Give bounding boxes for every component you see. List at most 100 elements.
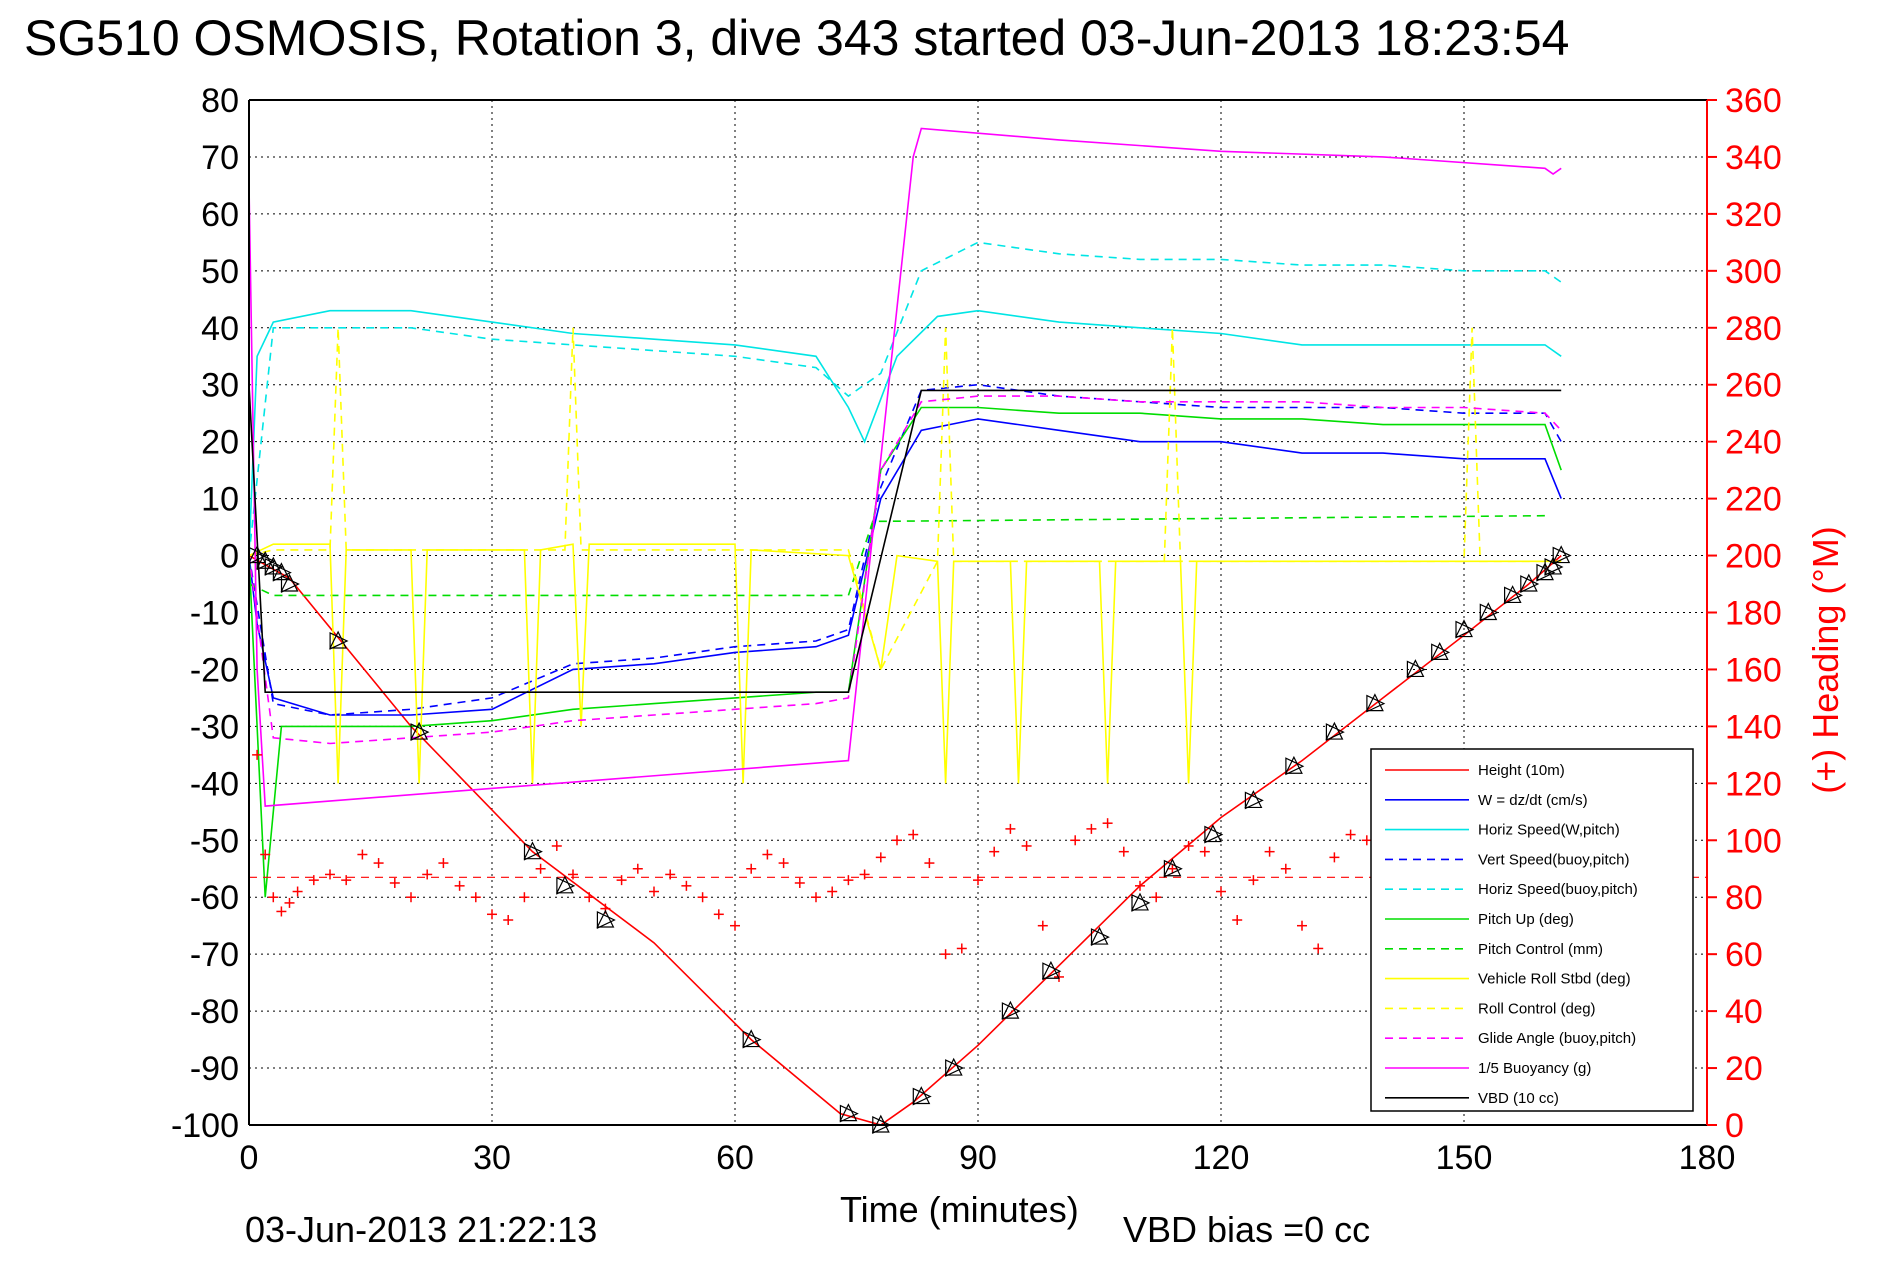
heading-point (551, 840, 562, 851)
y2-tick-label: 340 (1725, 139, 1782, 177)
heading-point (989, 846, 1000, 857)
height-marker (1163, 858, 1183, 878)
tick-labels: 0 30 60 90 120 150 18080706050403020100-10-20-… (171, 82, 1782, 1177)
y-tick-label: -80 (190, 993, 239, 1031)
legend-entry: Glide Angle (buoy,pitch) (1478, 1030, 1636, 1047)
heading-point (794, 877, 805, 888)
y2-tick-label: 120 (1725, 765, 1782, 803)
heading-point (276, 906, 287, 917)
legend-entry: Horiz Speed(W,pitch) (1478, 822, 1620, 839)
heading-point (908, 829, 919, 840)
heading-point (956, 943, 967, 954)
heading-point (284, 897, 295, 908)
height-marker (1430, 642, 1451, 662)
y-tick-label: -20 (190, 651, 239, 689)
heading-point (584, 892, 595, 903)
footer-vbd-bias: VBD bias =0 cc (1123, 1209, 1370, 1250)
y2-tick-label: 20 (1725, 1050, 1763, 1088)
x-axis-label: Time (minutes) (840, 1189, 1079, 1230)
height-marker (523, 841, 543, 861)
height-marker (1041, 960, 1062, 981)
heading-point (1005, 823, 1016, 834)
height-marker (1090, 926, 1110, 947)
y-tick-label: 70 (201, 139, 239, 177)
heading-point (1345, 829, 1356, 840)
heading-point (649, 886, 659, 897)
heading-point (616, 875, 627, 886)
height-marker (1284, 755, 1305, 776)
heading-point (1054, 971, 1064, 982)
heading-point (1070, 835, 1081, 846)
heading-point (1216, 886, 1226, 897)
x-tick-label: 60 (716, 1139, 754, 1177)
heading-point (252, 749, 263, 760)
heading-point (697, 892, 708, 903)
y2-tick-label: 260 (1725, 367, 1782, 405)
heading-point (973, 875, 983, 886)
heading-point (373, 858, 384, 869)
heading-point (438, 858, 449, 869)
height-marker (839, 1103, 859, 1123)
height-marker (329, 630, 349, 650)
y-tick-label: -10 (190, 595, 239, 633)
series-layer (248, 127, 1562, 1126)
y2-tick-label: 100 (1725, 822, 1782, 860)
series-line-2 (248, 309, 1562, 556)
height-marker (1519, 573, 1540, 593)
y-tick-label: -30 (190, 708, 239, 746)
heading-point (778, 858, 789, 869)
heading-point (762, 849, 773, 860)
heading-point (1183, 840, 1194, 851)
y2-axis-label: (+) Heading (°M) (1805, 526, 1846, 793)
x-tick-label: 0 (240, 1139, 259, 1177)
y-tick-label: 80 (201, 82, 239, 120)
series-line-11 (248, 384, 1562, 694)
series-line-10 (248, 127, 1562, 807)
y2-tick-label: 280 (1725, 310, 1782, 348)
series-line-1 (248, 418, 1562, 716)
y2-tick-label: 240 (1725, 424, 1782, 462)
y2-tick-label: 180 (1725, 595, 1782, 633)
series-line-7 (248, 543, 1562, 784)
y2-tick-label: 360 (1725, 82, 1782, 120)
y-tick-label: 10 (201, 481, 239, 519)
series-line-8 (248, 327, 1562, 672)
heading-point (535, 863, 546, 874)
height-marker (1325, 721, 1345, 742)
heading-point (1151, 892, 1162, 903)
x-tick-label: 180 (1679, 1139, 1736, 1177)
heading-point (357, 849, 368, 860)
height-marker (1365, 693, 1386, 713)
heading-point (1102, 818, 1113, 829)
legend-entry: Pitch Up (deg) (1478, 911, 1574, 928)
height-marker (410, 721, 430, 742)
x-tick-label: 120 (1193, 1139, 1250, 1177)
height-marker (1203, 824, 1224, 844)
heading-point (1086, 823, 1097, 834)
y2-tick-label: 140 (1725, 708, 1782, 746)
legend-entry: Horiz Speed(buoy,pitch) (1478, 881, 1638, 898)
y-tick-label: -60 (190, 879, 239, 917)
y2-tick-label: 60 (1725, 936, 1763, 974)
legend-box (1370, 748, 1694, 1112)
legend-entry: VBD (10 cc) (1478, 1090, 1559, 1107)
height-marker (1552, 545, 1572, 565)
heading-point (730, 920, 740, 931)
height-marker (912, 1086, 932, 1106)
chart-title: SG510 OSMOSIS, Rotation 3, dive 343 star… (24, 10, 1569, 66)
y2-tick-label: 320 (1725, 196, 1782, 234)
legend-entry: Roll Control (deg) (1478, 1000, 1596, 1017)
y2-tick-label: 160 (1725, 651, 1782, 689)
y-tick-label: -50 (190, 822, 239, 860)
heading-point (308, 875, 319, 886)
x-tick-label: 30 (473, 1139, 511, 1177)
heading-point (746, 863, 757, 874)
heading-point (681, 880, 692, 891)
heading-layer (249, 749, 1707, 982)
heading-point (1135, 880, 1145, 891)
height-marker (1001, 1000, 1021, 1021)
heading-point (1280, 863, 1291, 874)
heading-point (325, 869, 335, 880)
heading-point (1232, 915, 1243, 925)
